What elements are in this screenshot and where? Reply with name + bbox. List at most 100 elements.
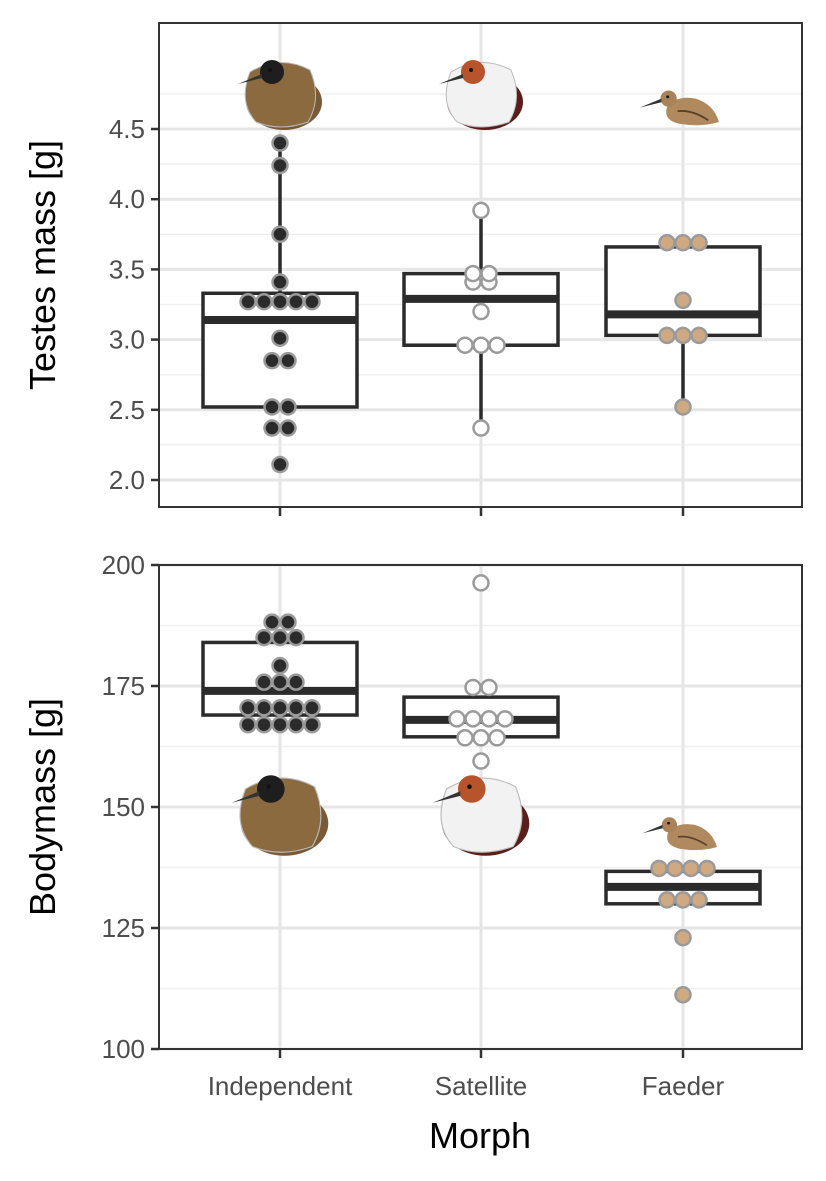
top-y-tick-label: 2.0: [109, 465, 145, 495]
bottom-point-faeder: [690, 891, 708, 909]
bottom-point-satellite: [472, 729, 490, 747]
bottom-point-faeder: [674, 928, 692, 947]
top-point-independent: [303, 292, 321, 311]
bottom-y-axis-title: Bodymass [g]: [22, 698, 63, 916]
top-point-satellite: [472, 336, 490, 354]
x-tick-label-faeder: Faeder: [642, 1071, 725, 1101]
bottom-point-satellite: [464, 710, 482, 728]
bottom-point-satellite: [456, 729, 474, 747]
bird-beak: [639, 98, 662, 108]
bottom-y-tick-label: 175: [102, 671, 145, 701]
top-box-faeder: [604, 245, 762, 407]
top-point-satellite: [472, 302, 490, 321]
bird-wing-line: [677, 835, 708, 847]
bird-head: [458, 775, 486, 803]
bottom-point-independent: [287, 699, 305, 717]
bottom-point-faeder: [698, 859, 716, 878]
bottom-point-independent: [271, 656, 289, 675]
top-point-satellite: [480, 264, 498, 283]
bird-eye: [266, 784, 271, 789]
bottom-point-satellite: [472, 574, 490, 592]
top-point-independent: [239, 292, 257, 311]
bird-head: [661, 817, 678, 833]
iqr-box: [604, 245, 762, 338]
top-y-tick-label: 2.5: [109, 395, 145, 425]
top-point-satellite: [472, 201, 490, 220]
bottom-point-faeder: [674, 986, 692, 1004]
top-y-tick-label: 3.0: [109, 325, 145, 355]
top-point-independent: [263, 398, 281, 416]
top-point-satellite: [488, 336, 506, 354]
top-point-faeder: [658, 326, 676, 345]
bottom-point-independent: [263, 613, 281, 631]
bottom-point-independent: [255, 628, 273, 647]
top-y-tick-label: 4.5: [109, 114, 145, 144]
bottom-y-tick-label: 100: [102, 1034, 145, 1064]
top-point-independent: [271, 156, 289, 175]
bottom-point-independent: [255, 699, 273, 717]
data-points: [239, 134, 716, 1004]
top-point-independent: [279, 351, 297, 370]
independent-ruff-icon: [231, 775, 329, 856]
top-point-independent: [279, 398, 297, 416]
bottom-point-independent: [279, 613, 297, 631]
top-point-independent: [271, 134, 289, 152]
top-point-faeder: [690, 233, 708, 252]
bird-head: [461, 60, 485, 84]
bird-eye: [666, 95, 670, 99]
bird-wing-line: [677, 110, 709, 121]
bottom-point-independent: [239, 699, 257, 717]
top-point-faeder: [674, 326, 692, 345]
bird-eye: [268, 68, 272, 72]
bird-beak: [238, 74, 262, 84]
bird-eye: [467, 784, 472, 789]
bottom-point-satellite: [480, 710, 498, 728]
top-point-independent: [279, 419, 297, 437]
bottom-point-satellite: [488, 729, 506, 747]
bird-beak: [231, 791, 260, 803]
bird-head: [257, 775, 285, 803]
top-point-faeder: [690, 326, 708, 345]
bottom-y-tick-label: 200: [102, 550, 145, 580]
bottom-point-independent: [271, 715, 289, 734]
satellite-ruff-icon: [439, 60, 523, 130]
independent-ruff-icon: [238, 60, 322, 130]
bottom-point-faeder: [666, 859, 684, 878]
top-point-independent: [271, 455, 289, 474]
bottom-point-independent: [303, 715, 321, 734]
bird-eye: [667, 821, 670, 825]
bottom-point-faeder: [674, 891, 692, 909]
bird-illustrations: [231, 60, 719, 856]
bottom-point-independent: [239, 715, 257, 734]
bottom-y-tick-label: 125: [102, 913, 145, 943]
bird-beak: [439, 74, 463, 84]
top-point-independent: [271, 292, 289, 311]
top-box-independent: [201, 143, 359, 409]
top-point-faeder: [674, 291, 692, 310]
top-y-tick-label: 4.0: [109, 184, 145, 214]
top-point-faeder: [674, 398, 692, 416]
bottom-point-satellite: [472, 752, 490, 770]
top-point-independent: [263, 419, 281, 437]
bird-eye: [469, 68, 473, 72]
top-y-axis-title: Testes mass [g]: [22, 140, 63, 390]
bird-beak: [432, 791, 461, 803]
bird-beak: [642, 824, 663, 834]
bottom-point-satellite: [496, 710, 514, 728]
faeder-ruff-icon: [642, 817, 717, 851]
top-point-independent: [255, 292, 273, 311]
bottom-point-independent: [271, 699, 289, 717]
top-point-satellite: [464, 264, 482, 283]
top-point-independent: [271, 273, 289, 291]
top-point-faeder: [658, 233, 676, 252]
top-point-independent: [271, 329, 289, 347]
bottom-point-independent: [287, 628, 305, 647]
bottom-y-tick-label: 150: [102, 792, 145, 822]
bottom-point-independent: [287, 673, 305, 691]
x-tick-label-satellite: Satellite: [435, 1071, 528, 1101]
top-point-independent: [271, 225, 289, 244]
bottom-point-independent: [255, 715, 273, 734]
bottom-point-faeder: [682, 859, 700, 878]
faeder-ruff-icon: [639, 90, 719, 126]
